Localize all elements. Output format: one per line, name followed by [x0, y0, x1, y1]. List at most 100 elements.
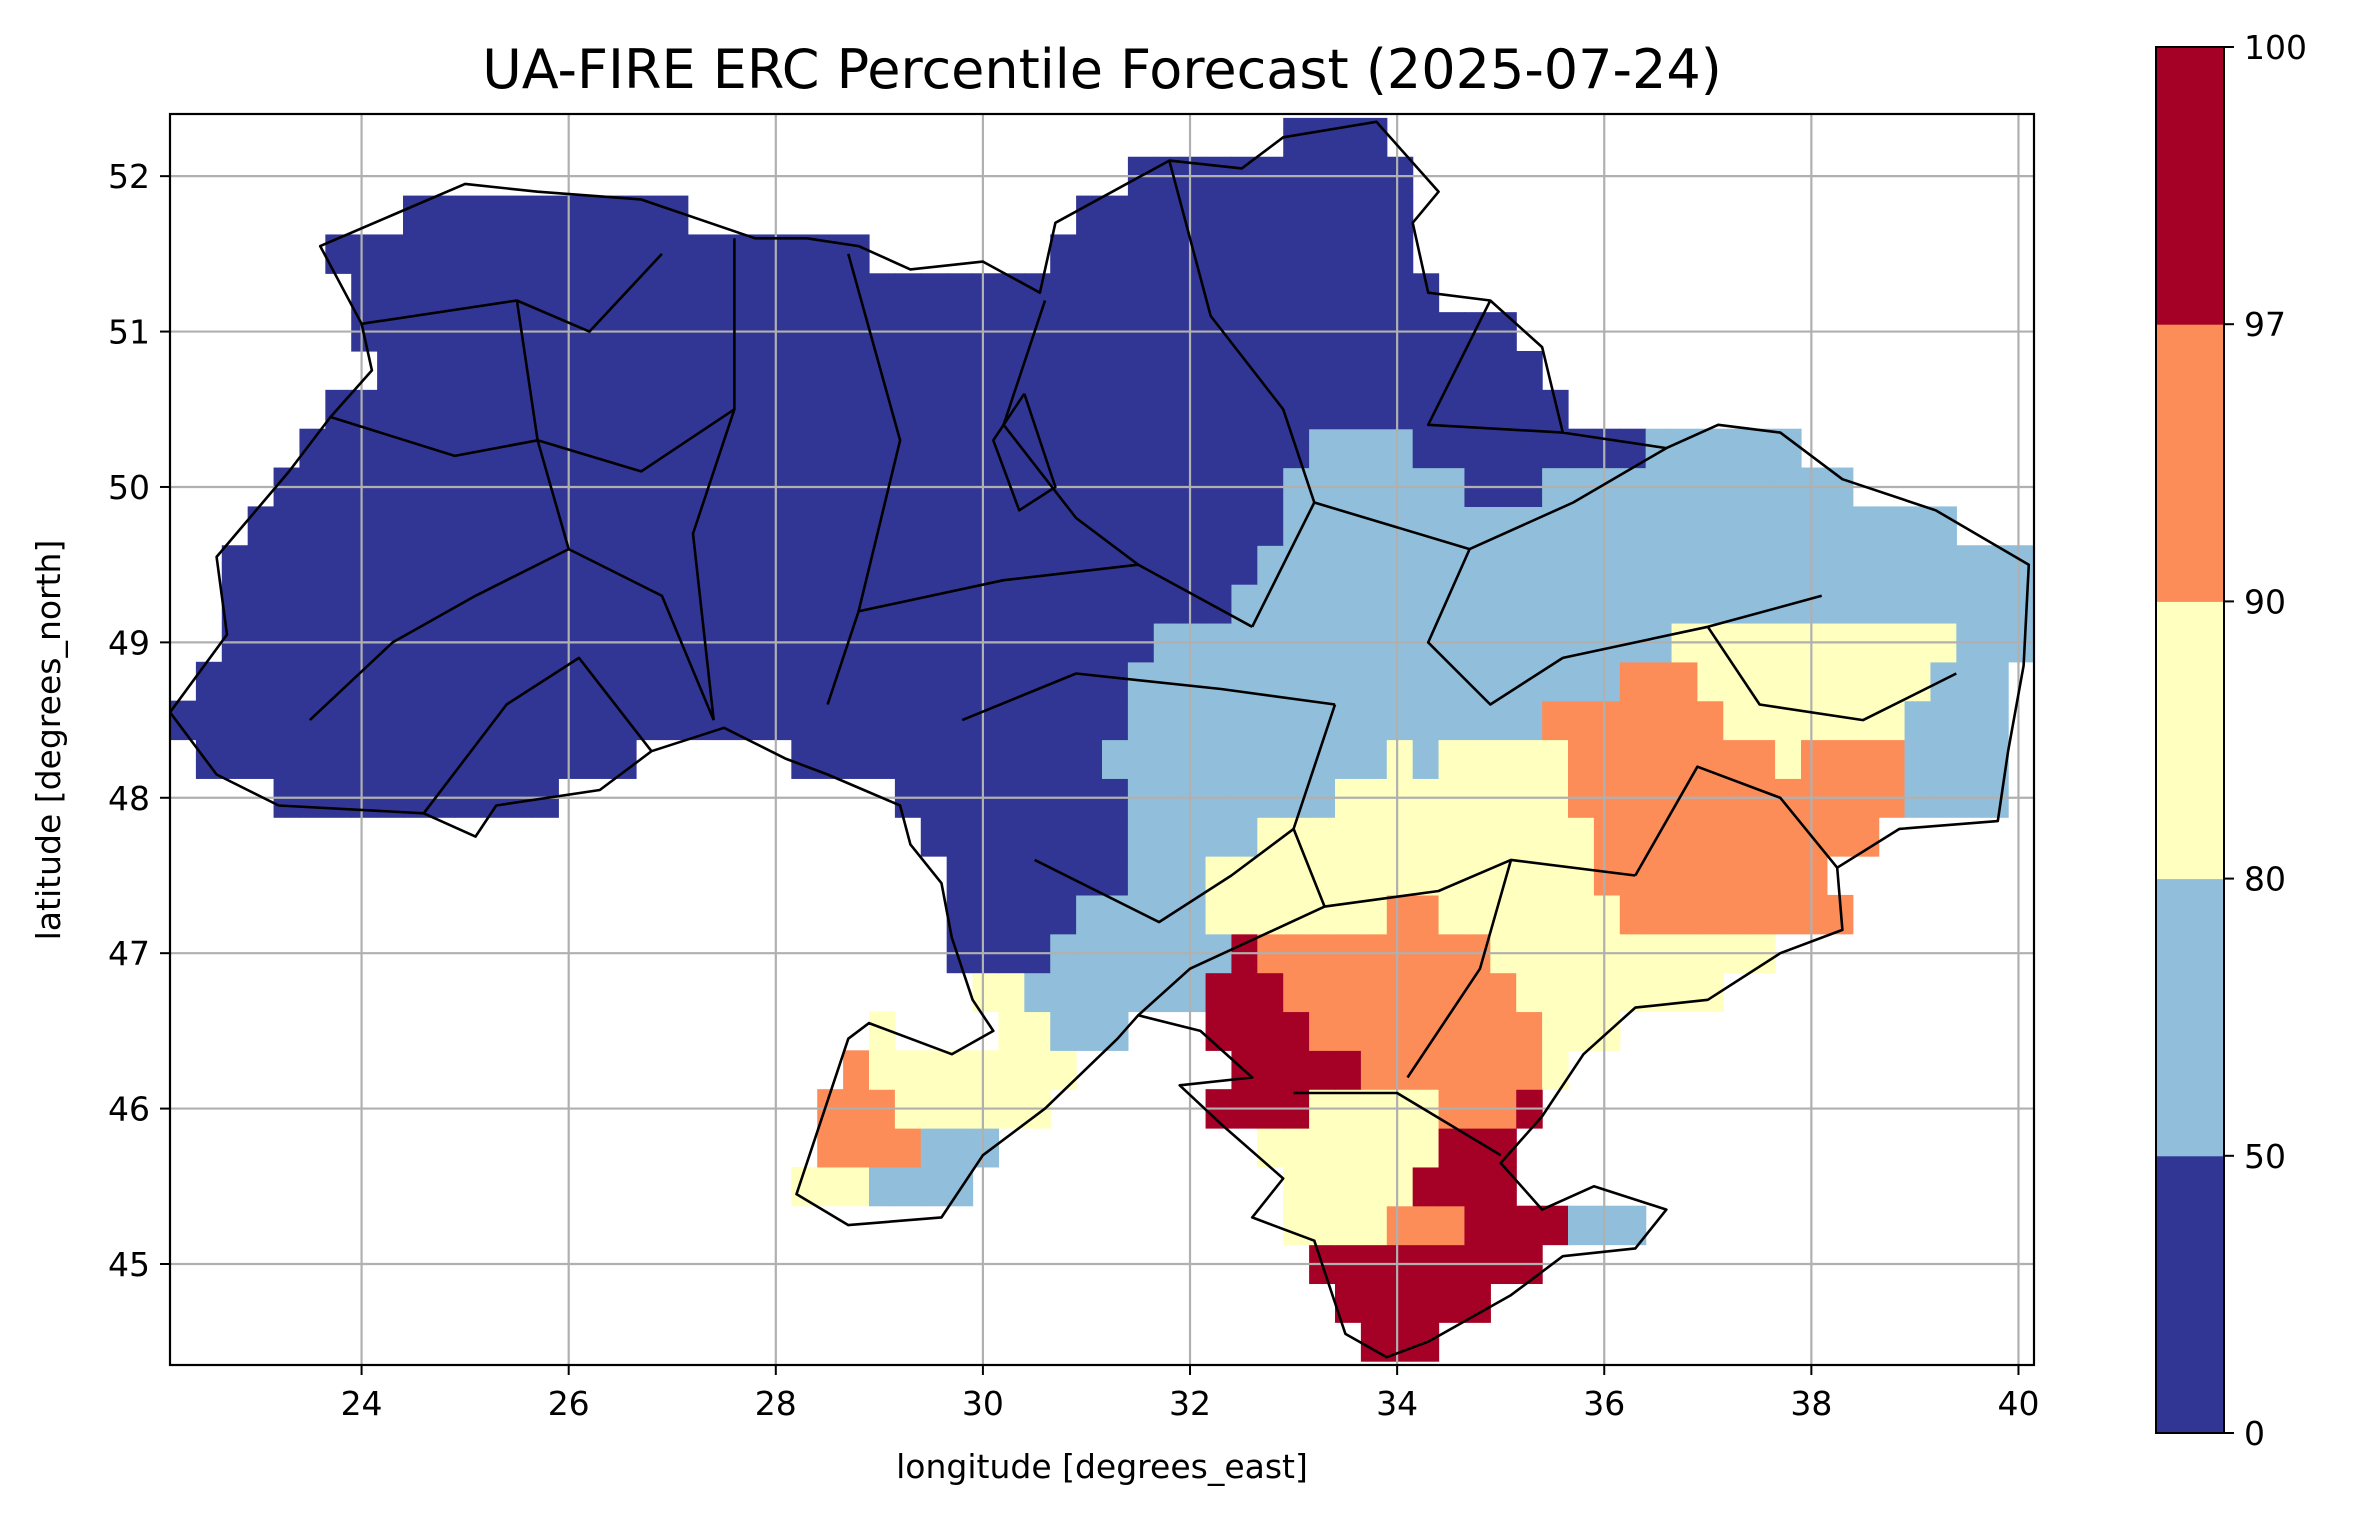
- x-tick-label: 40: [1997, 1384, 2039, 1423]
- forecast-cell: [1335, 545, 1362, 585]
- forecast-cell: [1568, 661, 1595, 702]
- forecast-cell: [1102, 195, 1129, 236]
- forecast-cell: [1826, 506, 1854, 546]
- forecast-cell: [1542, 584, 1569, 624]
- forecast-cell: [791, 700, 818, 741]
- forecast-cell: [1386, 1205, 1414, 1246]
- forecast-cell: [1930, 584, 1957, 624]
- forecast-cell: [791, 350, 818, 391]
- forecast-cell: [1257, 1050, 1284, 1090]
- axes-frame: [168, 112, 2036, 1367]
- forecast-cell: [1127, 739, 1155, 779]
- forecast-cell: [1490, 584, 1517, 624]
- forecast-cell: [1438, 1283, 1466, 1323]
- forecast-cell: [403, 739, 430, 779]
- forecast-cell: [713, 389, 741, 430]
- border-line: [858, 563, 1253, 628]
- forecast-cell: [636, 389, 663, 430]
- forecast-cell: [791, 428, 818, 469]
- forecast-cell: [1982, 584, 2009, 624]
- forecast-cell: [687, 273, 715, 313]
- y-tick-label: 52: [108, 157, 150, 196]
- forecast-cell: [1335, 350, 1362, 391]
- forecast-cell: [506, 700, 534, 741]
- forecast-cell: [1309, 1128, 1336, 1168]
- forecast-cell: [1645, 545, 1673, 585]
- forecast-cell: [1490, 1050, 1517, 1090]
- forecast-cell: [1360, 700, 1388, 741]
- colorbar-tick-label: 50: [2244, 1137, 2286, 1176]
- forecast-cell: [1801, 739, 1828, 779]
- forecast-cell: [894, 1050, 922, 1090]
- forecast-cell: [1205, 972, 1233, 1013]
- forecast-cell: [1335, 1166, 1362, 1207]
- colorbar-tick-label: 80: [2244, 860, 2286, 899]
- forecast-cell: [1542, 700, 1569, 741]
- forecast-cell: [1386, 273, 1414, 313]
- forecast-cell: [1153, 506, 1181, 546]
- forecast-cell: [920, 273, 948, 313]
- forecast-cell: [1102, 856, 1129, 896]
- forecast-cell: [1412, 428, 1440, 469]
- forecast-cell: [221, 545, 249, 585]
- forecast-cell: [972, 739, 1000, 779]
- forecast-cell: [1309, 661, 1336, 702]
- forecast-cell: [1335, 428, 1362, 469]
- forecast-cell: [403, 273, 430, 313]
- forecast-cell: [1076, 195, 1103, 236]
- forecast-cell: [1127, 273, 1155, 313]
- forecast-cell: [1283, 661, 1310, 702]
- forecast-cell: [1257, 428, 1284, 469]
- forecast-cell: [1386, 1050, 1414, 1090]
- forecast-cell: [1593, 856, 1621, 896]
- forecast-cell: [1826, 545, 1854, 585]
- forecast-cell: [1257, 1011, 1284, 1051]
- forecast-cell: [972, 1128, 1000, 1168]
- forecast-cell: [1956, 700, 1983, 741]
- colorbar-segment: [2156, 601, 2224, 880]
- forecast-cell: [1309, 1011, 1336, 1051]
- forecast-cell: [1645, 506, 1673, 546]
- forecast-cell: [1619, 584, 1647, 624]
- forecast-cell: [480, 234, 508, 274]
- forecast-cell: [1619, 817, 1647, 857]
- forecast-cell: [1749, 817, 1776, 857]
- forecast-cell: [1024, 817, 1051, 857]
- forecast-cell: [1904, 661, 1932, 702]
- forecast-cell: [894, 273, 922, 313]
- forecast-cell: [1050, 234, 1077, 274]
- forecast-cell: [1464, 1205, 1491, 1246]
- forecast-cell: [1516, 584, 1543, 624]
- forecast-cell: [1438, 972, 1466, 1013]
- forecast-cell: [920, 545, 948, 585]
- forecast-cell: [1205, 428, 1233, 469]
- forecast-cell: [998, 739, 1025, 779]
- forecast-cell: [739, 584, 767, 624]
- forecast-cell: [221, 739, 249, 779]
- forecast-cell: [1231, 894, 1258, 935]
- forecast-cell: [1568, 894, 1595, 935]
- forecast-cell: [1127, 506, 1155, 546]
- forecast-cell: [1775, 661, 1802, 702]
- forecast-cell: [1723, 700, 1750, 741]
- forecast-cell: [1309, 195, 1336, 236]
- forecast-cell: [661, 350, 689, 391]
- forecast-cell: [1723, 817, 1750, 857]
- forecast-cell: [1593, 739, 1621, 779]
- forecast-cell: [1335, 1011, 1362, 1051]
- forecast-cell: [1645, 739, 1673, 779]
- forecast-cell: [1231, 1011, 1258, 1051]
- forecast-cell: [998, 506, 1025, 546]
- forecast-cell: [791, 661, 818, 702]
- forecast-cell: [1464, 506, 1491, 546]
- forecast-cell: [1360, 1283, 1388, 1323]
- forecast-cell: [1309, 389, 1336, 430]
- forecast-cell: [532, 739, 559, 779]
- border-line: [961, 672, 1336, 722]
- forecast-cell: [1153, 856, 1181, 896]
- forecast-cell: [920, 739, 948, 779]
- forecast-cell: [1438, 428, 1466, 469]
- forecast-cell: [377, 700, 404, 741]
- forecast-cell: [351, 584, 378, 624]
- forecast-cell: [1697, 700, 1724, 741]
